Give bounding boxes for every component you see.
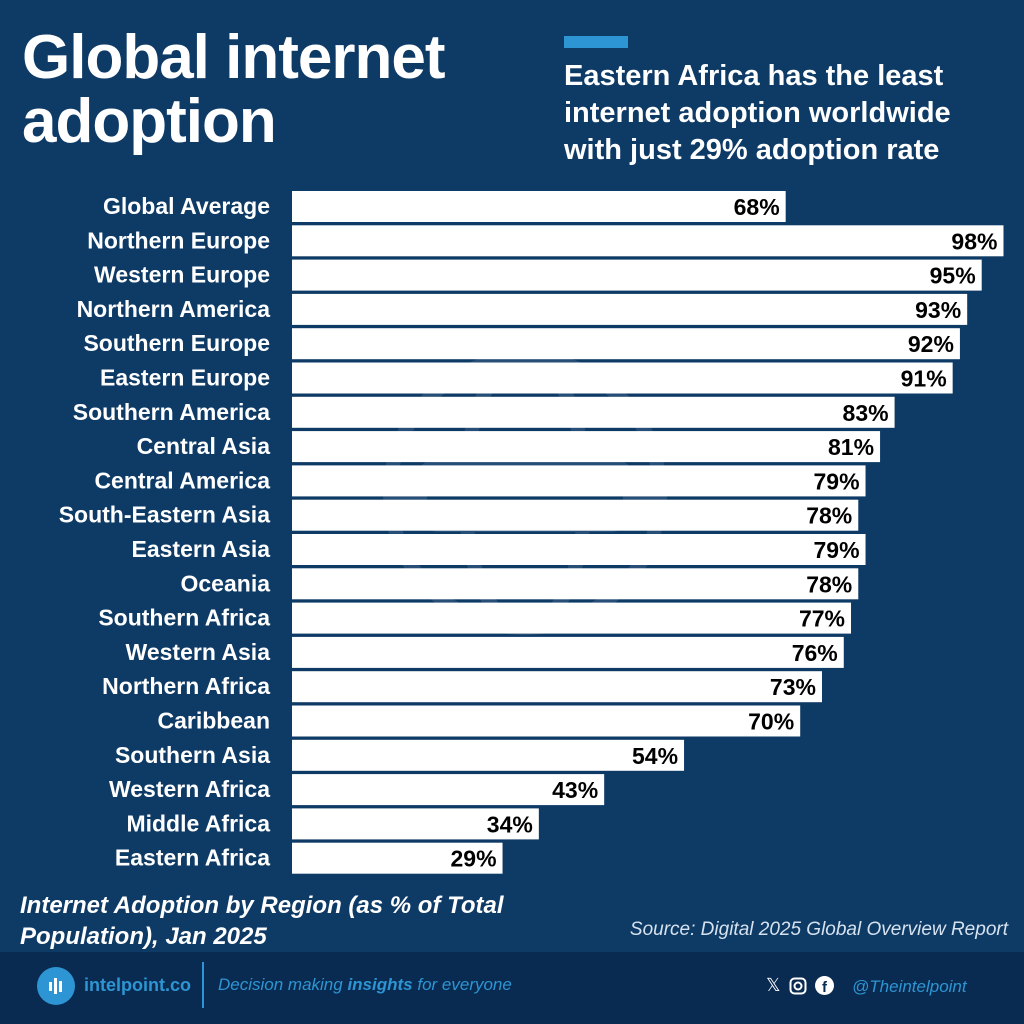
- value-label: 68%: [734, 194, 780, 220]
- category-label: Central Asia: [137, 433, 271, 459]
- category-label: Central America: [94, 467, 270, 493]
- bar: [292, 534, 866, 565]
- bar: [292, 225, 1004, 257]
- value-label: 93%: [915, 297, 961, 323]
- value-label: 92%: [908, 331, 954, 357]
- divider: [202, 962, 204, 1008]
- footer: [0, 952, 1024, 1024]
- category-label: Southern Africa: [98, 605, 270, 631]
- value-label: 98%: [951, 228, 997, 254]
- category-label: Western Europe: [94, 262, 270, 288]
- category-label: Middle Africa: [126, 810, 270, 836]
- category-label: Oceania: [181, 570, 271, 596]
- bar: [292, 431, 881, 463]
- instagram-icon[interactable]: [789, 977, 807, 995]
- accent-bar: [564, 36, 628, 48]
- category-label: Northern America: [77, 296, 271, 322]
- value-label: 77%: [799, 606, 845, 632]
- category-label: Eastern Europe: [100, 365, 270, 391]
- facebook-icon[interactable]: f: [814, 976, 834, 995]
- value-label: 95%: [930, 263, 976, 289]
- category-label: Southern America: [73, 399, 270, 425]
- bar: [292, 842, 503, 874]
- category-label: Global Average: [103, 193, 270, 219]
- category-label: Northern Europe: [87, 227, 270, 253]
- category-label: Eastern Asia: [132, 536, 271, 562]
- source-note: Source: Digital 2025 Global Overview Rep…: [629, 919, 1008, 940]
- category-label: Western Africa: [109, 776, 270, 802]
- value-label: 83%: [843, 400, 889, 426]
- value-label: 81%: [828, 434, 874, 460]
- value-label: 79%: [813, 537, 859, 563]
- brand-link[interactable]: intelpoint.co: [84, 975, 191, 995]
- bar: [292, 362, 953, 394]
- subtitle: Eastern Africa has the least internet ad…: [564, 60, 951, 166]
- bar: [292, 705, 801, 737]
- category-label: Western Asia: [126, 639, 271, 665]
- value-label: 78%: [806, 503, 852, 529]
- value-label: 54%: [632, 743, 678, 769]
- bar: [292, 465, 866, 497]
- value-label: 76%: [792, 640, 838, 666]
- value-label: 29%: [450, 846, 496, 872]
- bar: [292, 808, 539, 840]
- tagline: Decision making insights for everyone: [218, 975, 512, 994]
- category-label: Northern Africa: [102, 673, 270, 699]
- bar: [292, 259, 982, 291]
- value-label: 79%: [813, 468, 859, 494]
- category-label: Southern Europe: [83, 330, 270, 356]
- bar: [292, 396, 895, 428]
- chart-caption: Internet Adoption by Region (as % of Tot…: [20, 892, 504, 950]
- bar: [292, 636, 844, 668]
- bar: [292, 774, 605, 806]
- category-label: Eastern Africa: [115, 845, 270, 871]
- category-label: Caribbean: [158, 708, 270, 734]
- value-label: 91%: [901, 366, 947, 392]
- value-label: 73%: [770, 674, 816, 700]
- bar: [292, 191, 786, 222]
- bar: [292, 293, 968, 325]
- category-label: South-Eastern Asia: [59, 502, 271, 528]
- value-label: 78%: [806, 571, 852, 597]
- bar: [292, 671, 822, 703]
- value-label: 70%: [748, 709, 794, 735]
- bar: [292, 568, 859, 600]
- svg-text:f: f: [822, 979, 828, 995]
- bar: [292, 499, 859, 531]
- category-label: Southern Asia: [115, 742, 270, 768]
- x-icon[interactable]: 𝕏: [766, 975, 781, 995]
- value-label: 34%: [487, 811, 533, 837]
- bar: [292, 602, 852, 634]
- social-icons: 𝕏 f: [766, 975, 834, 996]
- page-title: Global internet adoption: [22, 23, 445, 156]
- bar: [292, 328, 960, 360]
- social-handle[interactable]: @Theintelpoint: [852, 977, 967, 996]
- bar-chart: Global Average 68% Northern Europe 98% Weste…: [59, 191, 1004, 874]
- value-label: 43%: [552, 777, 598, 803]
- bar: [292, 739, 685, 771]
- intelpoint-logo-icon: [37, 967, 75, 1005]
